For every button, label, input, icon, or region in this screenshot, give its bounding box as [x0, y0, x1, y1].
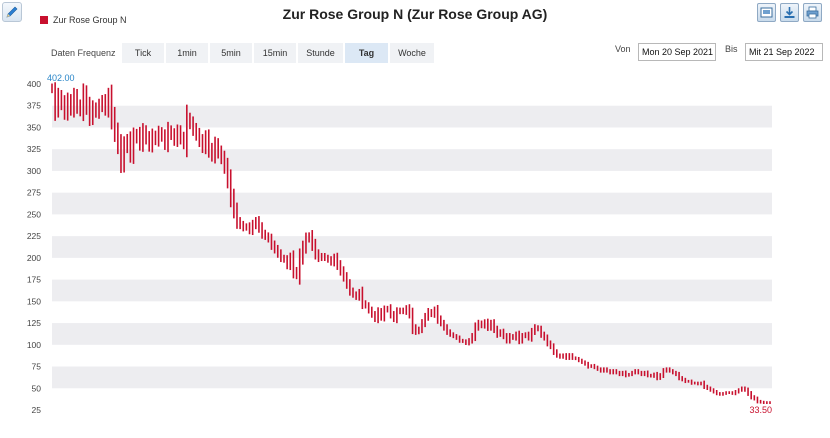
max-value-label: 402.00 [47, 73, 75, 83]
edit-icon [6, 6, 18, 18]
y-tick-label: 325 [27, 144, 41, 154]
y-tick-label: 150 [27, 296, 41, 306]
print-icon [806, 6, 819, 19]
from-date-input[interactable]: Mon 20 Sep 2021 [638, 43, 716, 61]
frequency-label: Daten Frequenz [51, 48, 116, 58]
tab-stunde[interactable]: Stunde [298, 43, 343, 63]
last-value-label: 33.50 [749, 405, 772, 415]
grid-band [52, 236, 772, 258]
y-tick-label: 350 [27, 122, 41, 132]
chart-legend: Zur Rose Group N [40, 15, 127, 25]
y-tick-label: 125 [27, 318, 41, 328]
y-tick-label: 275 [27, 188, 41, 198]
y-tick-label: 400 [27, 79, 41, 89]
grid-band [52, 366, 772, 389]
edit-button[interactable] [2, 2, 22, 22]
save-image-button[interactable] [757, 3, 776, 22]
tab-tag[interactable]: Tag [345, 43, 388, 63]
tab-1min[interactable]: 1min [166, 43, 208, 63]
tab-woche[interactable]: Woche [390, 43, 434, 63]
tab-15min[interactable]: 15min [254, 43, 296, 63]
chart-title: Zur Rose Group N (Zur Rose Group AG) [282, 6, 548, 22]
from-label: Von [615, 44, 631, 54]
y-tick-label: 100 [27, 340, 41, 350]
tab-5min[interactable]: 5min [210, 43, 252, 63]
legend-swatch [40, 16, 48, 24]
y-tick-label: 300 [27, 166, 41, 176]
y-tick-label: 225 [27, 231, 41, 241]
grid-band [52, 192, 772, 215]
y-tick-label: 50 [32, 383, 42, 393]
download-icon [784, 7, 795, 18]
frequency-tabs: Tick 1min 5min 15min Stunde Tag Woche [122, 43, 434, 63]
y-tick-label: 25 [32, 405, 42, 415]
y-tick-label: 250 [27, 209, 41, 219]
legend-label: Zur Rose Group N [53, 15, 127, 25]
tab-tick[interactable]: Tick [122, 43, 164, 63]
to-label: Bis [725, 44, 738, 54]
save-image-icon [760, 7, 773, 18]
download-button[interactable] [780, 3, 799, 22]
grid-band [52, 149, 772, 171]
y-tick-label: 200 [27, 253, 41, 263]
y-tick-label: 375 [27, 101, 41, 111]
y-tick-label: 175 [27, 275, 41, 285]
print-button[interactable] [803, 3, 822, 22]
y-tick-label: 75 [32, 362, 42, 372]
export-toolbar [757, 3, 822, 22]
grid-band [52, 105, 772, 128]
to-date-input[interactable]: Mit 21 Sep 2022 [745, 43, 823, 61]
grid-band [52, 279, 772, 302]
